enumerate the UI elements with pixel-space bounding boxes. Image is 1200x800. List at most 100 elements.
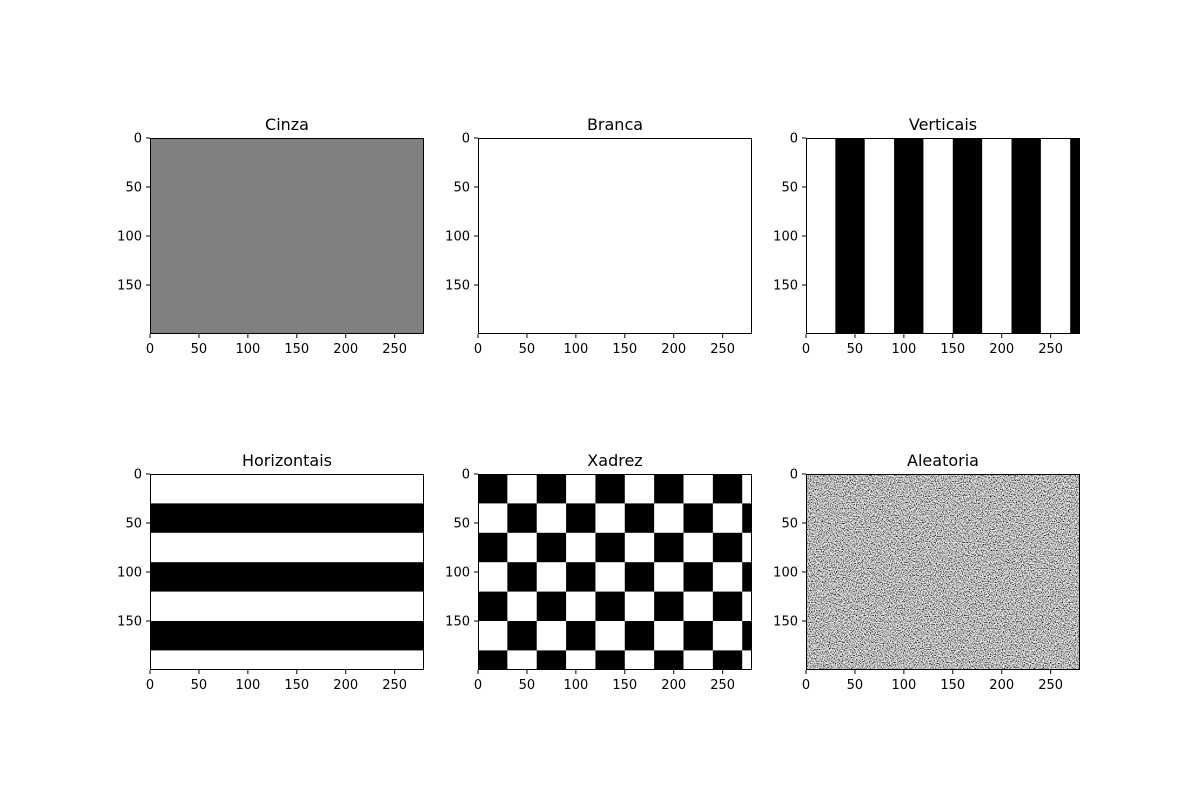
panel-title: Aleatoria	[907, 451, 979, 470]
x-tick-label: 50	[191, 342, 208, 357]
panel-cinza: Cinza 0 50 100 150 200 250 0 50 100 150	[117, 115, 424, 357]
x-tick-label: 150	[284, 342, 309, 357]
y-tick-label: 150	[117, 279, 142, 294]
x-tick-label: 50	[847, 342, 864, 357]
x-tick-label: 200	[661, 342, 686, 357]
panel-title: Horizontais	[242, 451, 332, 470]
checker-cell	[654, 650, 684, 670]
horizontal-stripe	[150, 503, 424, 533]
panel-verticais: Verticais 0 50 100 150 200 250 0 50 100 150	[773, 115, 1080, 357]
axes-frame	[806, 474, 1080, 670]
x-tick-label: 250	[1038, 342, 1063, 357]
image-horizontais	[150, 474, 424, 670]
image-xadrez	[478, 474, 752, 670]
x-tick-label: 150	[612, 342, 637, 357]
checker-cell	[742, 503, 752, 533]
horizontal-stripe	[150, 621, 424, 651]
subplot-grid: Cinza 0 50 100 150 200 250 0 50 100 150 Branca 0 50 10…	[117, 115, 1080, 693]
x-tick-label: 150	[940, 678, 965, 693]
noise-fill	[806, 474, 1080, 670]
panel-horizontais: Horizontais 0 50 100 150 200 250 0 50 100 150	[117, 451, 424, 693]
checker-cell	[478, 650, 508, 670]
x-tick-label: 0	[146, 678, 154, 693]
x-tick-label: 100	[891, 342, 916, 357]
uniform-fill	[478, 138, 752, 334]
checker-cell	[712, 532, 743, 563]
y-tick-label: 50	[781, 181, 798, 196]
x-tick-label: 250	[1038, 678, 1063, 693]
x-tick-label: 250	[710, 342, 735, 357]
x-tick-label: 150	[612, 678, 637, 693]
checker-cell	[742, 621, 752, 651]
vertical-stripe	[835, 138, 865, 334]
checker-cell	[536, 474, 567, 504]
axes-frame	[150, 138, 424, 334]
vertical-stripe	[1070, 138, 1080, 334]
x-tick-label: 200	[989, 678, 1014, 693]
x-tick-label: 250	[382, 342, 407, 357]
checker-cell	[566, 503, 596, 533]
y-tick-label: 100	[445, 230, 470, 245]
y-tick-label: 50	[781, 517, 798, 532]
checker-cell	[507, 562, 537, 592]
y-tick-label: 150	[773, 615, 798, 630]
x-tick-label: 250	[710, 678, 735, 693]
x-tick-label: 200	[661, 678, 686, 693]
checker-cell	[507, 503, 537, 533]
x-tick-label: 250	[382, 678, 407, 693]
x-tick-label: 50	[519, 678, 536, 693]
checker-cell	[478, 532, 508, 563]
checker-cell	[566, 562, 596, 592]
vertical-stripe	[952, 138, 983, 334]
image-aleatoria	[806, 474, 1080, 670]
panel-title: Verticais	[909, 115, 977, 134]
x-tick-label: 0	[802, 342, 810, 357]
x-tick-label: 200	[989, 342, 1014, 357]
image-cinza	[150, 138, 424, 334]
checker-cell	[595, 474, 625, 504]
x-tick-label: 100	[235, 678, 260, 693]
x-tick-label: 150	[284, 678, 309, 693]
y-tick-label: 100	[445, 566, 470, 581]
x-tick-label: 150	[940, 342, 965, 357]
checker-cell	[595, 650, 625, 670]
checker-cell	[478, 474, 508, 504]
checker-cell	[595, 591, 625, 621]
panel-title: Cinza	[265, 115, 309, 134]
checker-cell	[624, 503, 655, 533]
checker-cell	[683, 503, 713, 533]
y-tick-label: 150	[445, 279, 470, 294]
panel-title: Branca	[587, 115, 643, 134]
checker-cell	[507, 621, 537, 651]
y-tick-label: 0	[790, 132, 798, 147]
checker-cell	[624, 621, 655, 651]
y-tick-label: 0	[134, 468, 142, 483]
y-tick-label: 50	[125, 517, 142, 532]
x-tick-label: 0	[474, 678, 482, 693]
x-tick-label: 100	[235, 342, 260, 357]
y-tick-label: 50	[453, 181, 470, 196]
y-tick-label: 100	[117, 230, 142, 245]
checker-cell	[683, 621, 713, 651]
y-tick-label: 0	[790, 468, 798, 483]
checker-cell	[683, 562, 713, 592]
panel-xadrez: Xadrez 0 50 100 150 200 250 0 50 100 150	[445, 451, 752, 693]
axes-frame	[478, 138, 752, 334]
y-tick-label: 100	[117, 566, 142, 581]
x-tick-label: 50	[847, 678, 864, 693]
image-verticais	[806, 138, 1080, 334]
x-tick-label: 200	[333, 678, 358, 693]
y-tick-label: 150	[117, 615, 142, 630]
checker-cell	[624, 562, 655, 592]
image-branca	[478, 138, 752, 334]
panel-title: Xadrez	[587, 451, 642, 470]
axes-frame	[150, 474, 424, 670]
y-tick-label: 150	[445, 615, 470, 630]
x-tick-label: 0	[474, 342, 482, 357]
x-tick-label: 100	[891, 678, 916, 693]
axes-frame	[478, 474, 752, 670]
y-tick-label: 50	[453, 517, 470, 532]
checker-cell	[566, 621, 596, 651]
checker-cell	[536, 591, 567, 621]
